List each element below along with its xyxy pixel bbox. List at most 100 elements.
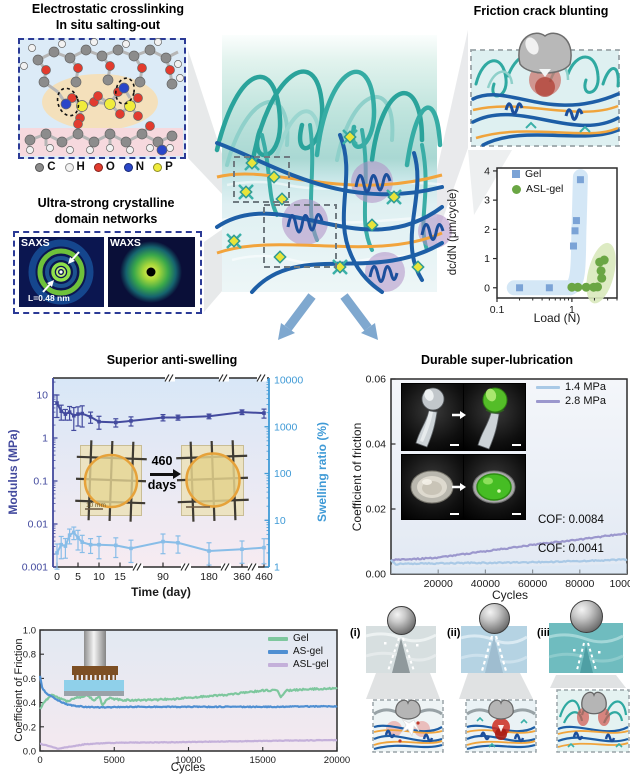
svg-text:40000: 40000 — [471, 578, 500, 590]
friction-legend-gel: Gel — [268, 633, 309, 644]
svg-text:10: 10 — [93, 571, 105, 583]
svg-text:0: 0 — [54, 571, 60, 583]
duration-arrow-icon — [150, 468, 181, 479]
saxs-label: SAXS — [21, 237, 50, 249]
svg-text:15: 15 — [114, 571, 126, 583]
lubrication-title: Durable super-lubrication — [420, 353, 574, 367]
crack-growth-chart: 0 1 2 3 4 0.1 1 Gel ASL-gel — [440, 158, 630, 316]
line-swatch-aslgel-icon — [268, 662, 288, 667]
anti-swelling-title: Superior anti-swelling — [106, 353, 238, 367]
svg-text:80000: 80000 — [565, 578, 594, 590]
gel-square-marker-icon — [512, 170, 520, 178]
cof-ylabel: Coefficient of friction — [350, 422, 364, 532]
molecular-structure-image — [18, 38, 186, 159]
cycles-xlabel-lube: Cycles — [491, 588, 528, 602]
svg-text:100000: 100000 — [609, 578, 630, 590]
crack-blunting-illustration — [470, 32, 620, 147]
scale-bar-icon — [450, 513, 459, 515]
tribometer-piston — [84, 631, 106, 667]
indenter-sphere-i — [387, 606, 416, 635]
friction-legend-asgel: AS-gel — [268, 646, 323, 657]
electrostatic-title-line1: Electrostatic crosslinking — [31, 2, 185, 16]
implant-head-photo-gel-coated — [464, 384, 525, 450]
transform-arrow-icon — [452, 483, 466, 491]
line-swatch-14mpa-icon — [536, 385, 560, 389]
svg-text:60000: 60000 — [518, 578, 547, 590]
svg-text:5000: 5000 — [104, 755, 125, 766]
indenter-sphere-ii — [479, 603, 510, 634]
oxygen-dot-icon — [93, 162, 103, 172]
network-schematic-iii — [556, 689, 630, 753]
cycles-xlabel-friction: Cycles — [170, 762, 206, 774]
crack-xlabel: Load (N) — [533, 311, 581, 325]
network-schematic-ii — [465, 699, 537, 753]
transform-arrow-icon — [452, 411, 466, 419]
line-swatch-asgel-icon — [268, 649, 288, 654]
friction-legend-aslgel: ASL-gel — [268, 659, 329, 670]
svg-text:360: 360 — [233, 571, 251, 583]
nitrogen-dot-icon — [123, 162, 133, 172]
panel-label-ii: (ii) — [447, 627, 461, 639]
crystalline-title-line1: Ultra-strong crystalline — [37, 196, 175, 210]
svg-text:1.0: 1.0 — [23, 626, 36, 637]
duration-unit: days — [147, 477, 177, 492]
sequence-beams — [366, 673, 626, 699]
scale-bar-icon — [450, 444, 459, 446]
cof-annotation-low: COF: 0.0041 — [538, 543, 604, 555]
svg-text:0.2: 0.2 — [23, 722, 36, 733]
scale-bar-icon — [512, 513, 521, 515]
crystalline-title-line2: domain networks — [54, 212, 158, 226]
svg-text:0: 0 — [37, 755, 42, 766]
scattering-panel — [13, 231, 202, 314]
svg-text:0.01: 0.01 — [28, 519, 49, 531]
svg-text:5: 5 — [75, 571, 81, 583]
crack-ylabel: dc/dN (μm/cycle) — [447, 188, 459, 276]
crack-legend-gel: Gel — [512, 168, 541, 180]
indenter-sphere-iii — [570, 600, 603, 633]
svg-text:1: 1 — [569, 304, 575, 316]
duration-value: 460 — [151, 454, 173, 468]
svg-text:0.06: 0.06 — [366, 374, 387, 386]
svg-text:1: 1 — [484, 253, 490, 265]
svg-text:1: 1 — [274, 562, 280, 574]
panel-label-i: (i) — [350, 627, 361, 639]
crack-photo-ii — [460, 626, 528, 673]
svg-text:0.001: 0.001 — [22, 562, 48, 574]
svg-text:0.02: 0.02 — [366, 504, 387, 516]
svg-text:10: 10 — [274, 515, 286, 527]
crack-legend-aslgel: ASL-gel — [512, 183, 563, 195]
atom-legend-item: P — [153, 161, 173, 173]
svg-text:0.04: 0.04 — [366, 439, 387, 451]
downward-flow-arrows-icon — [278, 293, 378, 340]
crack-blunting-title: Friction crack blunting — [473, 4, 609, 18]
svg-text:10000: 10000 — [274, 375, 303, 387]
swelling-ylabel: Swelling ratio (%) — [315, 422, 329, 523]
svg-text:0.1: 0.1 — [490, 304, 505, 316]
svg-text:100: 100 — [274, 468, 292, 480]
svg-text:20000: 20000 — [324, 755, 350, 766]
gel-slab — [64, 680, 124, 691]
waxs-label: WAXS — [110, 237, 141, 249]
svg-text:0.1: 0.1 — [33, 476, 48, 488]
svg-text:3: 3 — [484, 195, 490, 207]
lube-legend-14mpa: 1.4 MPa — [536, 381, 606, 393]
hydrogel-network-illustration — [214, 35, 452, 294]
gel-photo-day460 — [176, 440, 249, 522]
line-swatch-gel-icon — [268, 636, 288, 641]
gel-slab-base — [64, 691, 124, 696]
implant-head-photo-metal — [402, 384, 463, 450]
aslgel-circle-marker-icon — [512, 184, 521, 194]
tribometer-teeth — [74, 675, 116, 680]
svg-text:90: 90 — [157, 571, 169, 583]
svg-text:2: 2 — [484, 224, 490, 236]
phosphorus-dot-icon — [153, 162, 163, 172]
svg-text:1000: 1000 — [274, 421, 298, 433]
waxs-pattern-image — [108, 237, 195, 307]
lube-legend-28mpa: 2.8 MPa — [536, 395, 606, 407]
svg-text:10000: 10000 — [175, 755, 201, 766]
hydrogen-dot-icon — [64, 162, 74, 172]
scale-bar-icon — [512, 444, 521, 446]
tribometer-plate — [72, 666, 118, 675]
